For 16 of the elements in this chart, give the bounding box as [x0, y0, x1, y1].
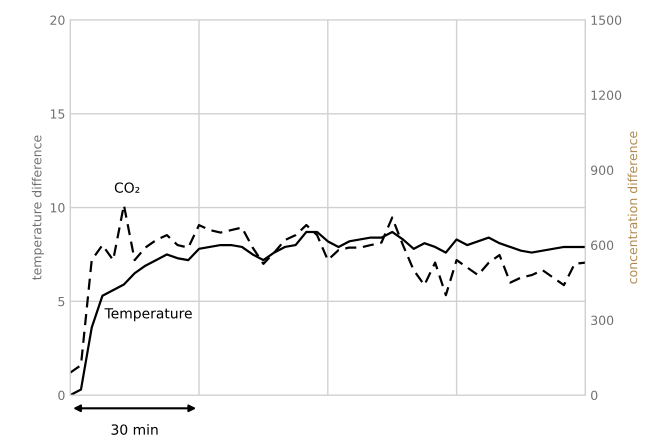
y2-tick-label: 1500 [592, 15, 622, 25]
y2-tick-label: 900 [591, 166, 614, 175]
text: 30 min [112, 424, 158, 435]
y2-tick-label: 0 [591, 390, 598, 400]
y2-tick-label: 600 [591, 240, 614, 250]
y-tick-label: 10 [50, 203, 65, 212]
y-tick-label: 5 [58, 297, 64, 306]
y-tick-label: 20 [50, 15, 65, 25]
y-tick-label: 0 [58, 390, 65, 400]
series-label: Temperature [104, 308, 192, 322]
series-label: CO₂ [114, 182, 140, 193]
y-axis-title: temperature difference [32, 136, 44, 280]
y-tick-label: 15 [50, 109, 64, 119]
y2-tick-label: 1200 [592, 90, 622, 100]
y2-axis-title: concentration difference [628, 131, 638, 284]
y2-tick-label: 300 [591, 316, 614, 326]
